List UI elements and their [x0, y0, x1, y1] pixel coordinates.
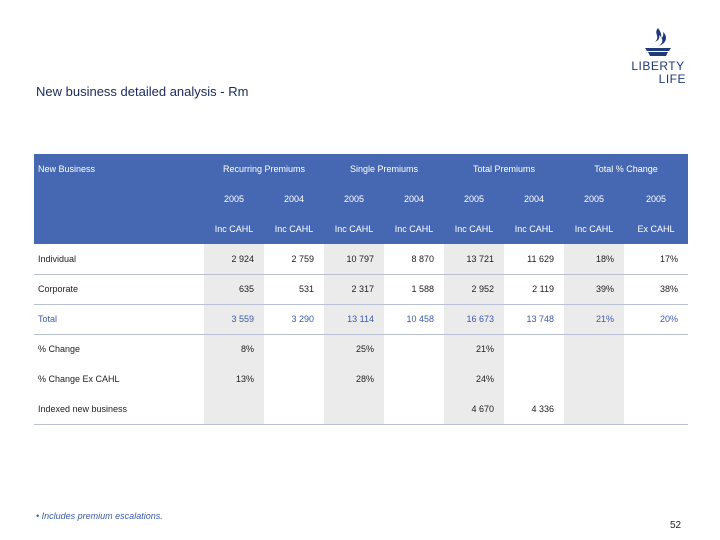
logo-text-liberty: LIBERTY [631, 59, 685, 73]
row-label: Individual [34, 244, 204, 275]
table-row-individual: Individual 2 924 2 759 10 797 8 870 13 7… [34, 244, 689, 275]
page-title: New business detailed analysis - Rm [36, 84, 249, 99]
table-cell: 38% [624, 274, 689, 305]
header-basis: Ex CAHL [624, 214, 689, 244]
header-year: 2004 [264, 184, 324, 214]
table-cell [624, 364, 688, 394]
table-cell: 8 870 [384, 244, 444, 275]
header-year: 2004 [384, 184, 444, 214]
header-row-basis: Inc CAHL Inc CAHL Inc CAHL Inc CAHL Inc … [34, 214, 689, 244]
header-row-years: 2005 2004 2005 2004 2005 2004 2005 2005 [34, 184, 689, 214]
table-cell: 10 458 [384, 304, 444, 335]
table-cell: 2 924 [204, 244, 264, 275]
table-cell: 3 290 [264, 304, 324, 335]
table-cell [564, 334, 625, 364]
table-cell [624, 334, 688, 364]
table-cell: 2 759 [264, 244, 324, 275]
row-label: % Change [38, 344, 81, 355]
header-new-business: New Business [34, 154, 204, 244]
table-cell: 13 748 [504, 304, 565, 335]
table-cell: 17% [624, 244, 689, 275]
header-basis: Inc CAHL [564, 214, 625, 244]
table-cell [384, 364, 444, 394]
table-cell [504, 364, 564, 394]
table-cell [324, 394, 384, 425]
table-cell [264, 364, 324, 394]
table-cell: 25% [324, 334, 384, 364]
table-row-total: Total 3 559 3 290 13 114 10 458 16 673 1… [34, 304, 689, 335]
liberty-life-logo: LIBERTY LIFE [618, 26, 698, 86]
table-cell: 531 [264, 274, 324, 305]
row-label: Total [34, 304, 204, 335]
new-business-table: New Business Recurring Premiums Single P… [34, 154, 689, 425]
header-year: 2005 [324, 184, 384, 214]
table-cell: 11 629 [504, 244, 565, 275]
table-cell: 13 114 [324, 304, 384, 335]
table-cell [384, 394, 444, 425]
table-cell: 8% [204, 334, 264, 364]
header-recurring-premiums: Recurring Premiums [204, 154, 324, 184]
table-cell: 28% [324, 364, 384, 394]
table-cell [624, 394, 689, 425]
table-cell: 10 797 [324, 244, 384, 275]
table-cell: 16 673 [444, 304, 504, 335]
table-cell: 39% [564, 274, 625, 305]
header-total-change: Total % Change [564, 154, 689, 184]
table-cell: 24% [444, 364, 504, 394]
table-cell: 20% [624, 304, 689, 335]
table-row-pct-change-ex-cahl: % Change Ex CAHL 13% 28% 24% [34, 364, 688, 394]
header-total-premiums: Total Premiums [444, 154, 565, 184]
header-row-groups: New Business Recurring Premiums Single P… [34, 154, 689, 244]
header-year: 2005 [624, 184, 689, 214]
header-basis: Inc CAHL [324, 214, 384, 244]
table-row-corporate: Corporate 635 531 2 317 1 588 2 952 2 11… [34, 274, 689, 305]
table-cell: 2 952 [444, 274, 504, 305]
table-cell [264, 334, 324, 364]
table-cell: 4 336 [504, 394, 565, 425]
table-row-pct-change: % Change 8% 25% 21% [34, 334, 688, 364]
header-year: 2005 [564, 184, 625, 214]
row-label: Corporate [34, 274, 204, 305]
header-basis: Inc CAHL [444, 214, 504, 244]
table-cell [384, 334, 444, 364]
table-cell: 13 721 [444, 244, 504, 275]
table-cell [504, 334, 564, 364]
table-cell [264, 394, 324, 425]
table-cell: 21% [444, 334, 504, 364]
footnote: • Includes premium escalations. [36, 511, 163, 521]
row-label: % Change Ex CAHL [38, 374, 120, 384]
table-cell: 2 119 [504, 274, 565, 305]
table-cell [204, 394, 264, 425]
table-cell: 13% [204, 364, 264, 394]
table-cell: 2 317 [324, 274, 384, 305]
table-row-indexed-new-business: Indexed new business 4 670 4 336 [34, 394, 689, 425]
table-cell [564, 364, 625, 394]
header-basis: Inc CAHL [264, 214, 324, 244]
table-cell [564, 394, 625, 425]
table-cell: 1 588 [384, 274, 444, 305]
logo-text-life: LIFE [658, 72, 686, 86]
header-year: 2005 [204, 184, 264, 214]
table-cell: 18% [564, 244, 625, 275]
header-single-premiums: Single Premiums [324, 154, 444, 184]
flame-icon [645, 28, 671, 56]
header-year: 2005 [444, 184, 504, 214]
table-cell: 635 [204, 274, 264, 305]
header-basis: Inc CAHL [384, 214, 444, 244]
header-basis: Inc CAHL [204, 214, 264, 244]
table-cell: 4 670 [444, 394, 504, 425]
row-label: Indexed new business [34, 394, 204, 425]
header-year: 2004 [504, 184, 565, 214]
page-number: 52 [670, 520, 682, 531]
table-cell: 3 559 [204, 304, 264, 335]
header-basis: Inc CAHL [504, 214, 565, 244]
table-cell: 21% [564, 304, 625, 335]
